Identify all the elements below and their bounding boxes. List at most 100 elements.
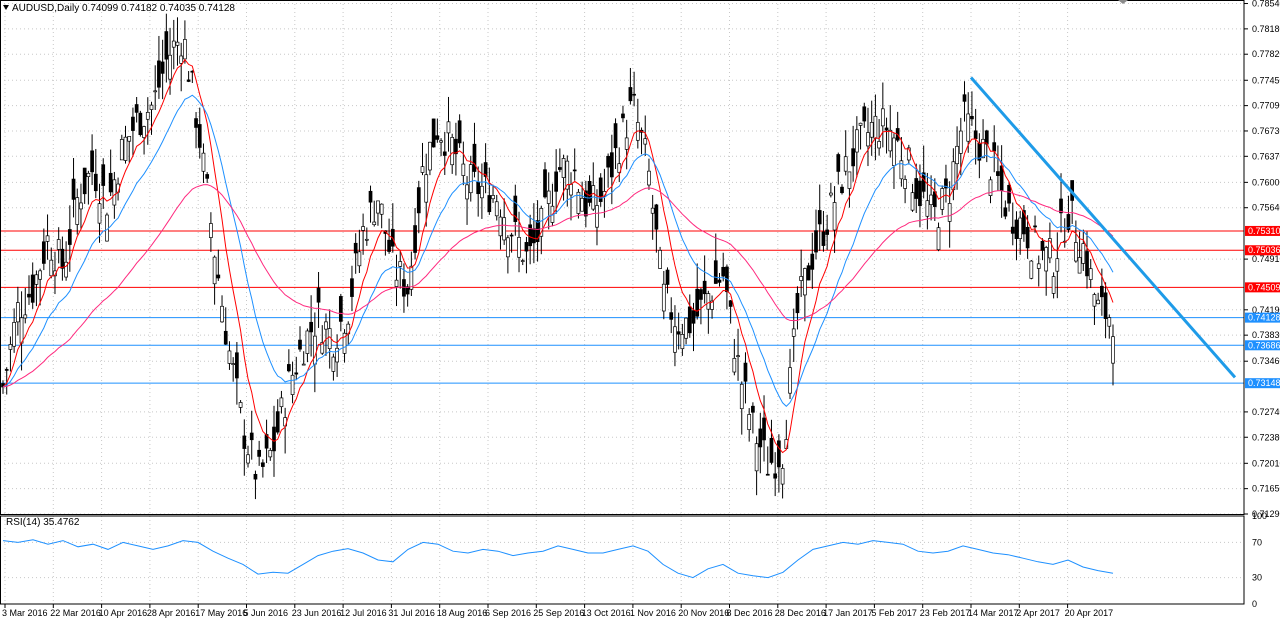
candle-body [925,200,930,217]
candle-body [301,363,306,366]
candle-body [387,239,391,252]
level-price-tag [1245,378,1280,389]
candle-body [461,163,466,176]
candle-body [617,163,622,173]
candle-body [721,266,726,277]
candle-body [1088,268,1093,280]
candle-body [231,363,236,365]
candle-body [338,296,343,322]
candle-body [944,178,948,189]
candle-body [892,137,896,166]
candle-body [1096,299,1101,305]
candle-body [903,179,907,189]
candle-body [673,326,677,353]
candle-body [713,260,718,284]
candle-body [1074,242,1078,262]
candle-body [457,120,462,144]
candle-body [1077,257,1082,274]
candle-body [888,129,893,152]
candle-body [398,261,403,267]
candle-body [309,321,313,333]
rsi-plot-frame [0,515,1245,605]
candle-body [695,288,700,317]
candle-body [788,367,792,394]
candle-body [268,450,273,458]
candle-body [171,40,176,48]
candle-body [1018,217,1023,239]
x-tick-label: 18 Aug 2016 [437,608,488,618]
candle-body [606,155,610,168]
candle-body [279,397,284,408]
candle-body [131,116,135,131]
candle-body [294,372,299,375]
candle-body [157,60,161,88]
candle-body [814,230,818,253]
candle-body [1014,219,1019,239]
candle-body [212,256,217,285]
candle-body [984,130,989,145]
rsi-label: RSI(14) 35.4762 [6,517,80,528]
candle-body [82,167,87,195]
candle-body [988,179,993,196]
candle-body [966,113,971,142]
candle-body [970,115,974,120]
candle-body [532,228,536,244]
candle-body [320,342,325,354]
candle-body [1085,251,1089,277]
dropdown-arrow-icon[interactable] [3,5,9,10]
candle-body [424,174,429,203]
candle-body [1036,263,1041,269]
candle-body [1055,258,1060,272]
candle-body [936,227,941,251]
level-price-tag [1245,340,1280,351]
candle-body [877,141,881,149]
candle-body [480,185,484,199]
candle-body [528,224,533,247]
candle-body [929,194,933,206]
candle-body [238,402,243,408]
candle-body [454,138,458,155]
candle-body [138,112,143,135]
candle-body [955,145,959,165]
candle-body [119,139,124,161]
x-tick-label: 17 May 2016 [195,608,247,618]
candle-body [64,261,68,278]
candle-body [854,129,859,153]
x-tick-label: 17 Jan 2017 [823,608,873,618]
candle-body [583,190,588,217]
candle-body [472,143,477,172]
candle-body [19,317,24,344]
candle-body [940,188,945,210]
candle-body [97,203,102,224]
candle-body [747,414,752,430]
candle-body [342,332,347,354]
candle-body [1044,247,1049,272]
candle-body [468,164,473,194]
axes [0,0,1245,605]
ma-slow-line [2,184,1114,388]
candle-body [758,428,763,448]
candle-body [1010,226,1015,234]
candle-body [539,208,544,237]
x-tick-label: 14 Mar 2017 [968,608,1019,618]
rsi-tick-label: 100 [1252,511,1267,521]
candle-body [93,173,98,192]
candle-body [517,237,521,258]
candle-body [1007,184,1011,204]
downtrend-line[interactable] [969,76,1237,379]
candle-body [435,135,440,140]
main-plot-frame [0,0,1245,515]
chart-shift-marker-icon[interactable] [1118,0,1128,4]
candle-body [1103,292,1108,319]
candle-body [554,171,558,192]
candle-body [777,440,781,468]
